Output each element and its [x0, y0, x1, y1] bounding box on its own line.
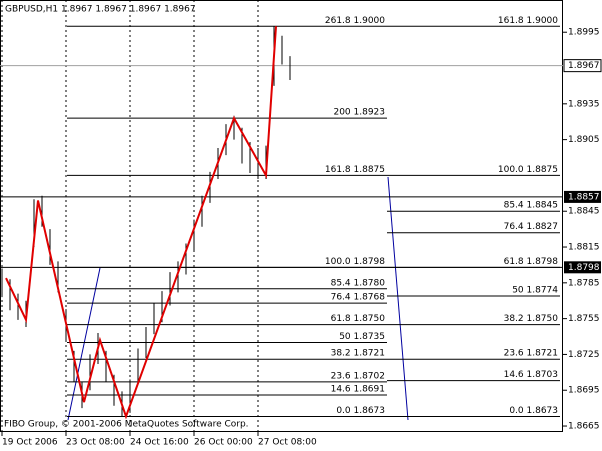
bid-label: 1.8967 [568, 61, 600, 71]
y-tick-label: 1.8665 [568, 422, 600, 432]
y-tick-label: 1.8755 [568, 314, 600, 324]
y-tick-label: 1.8905 [568, 135, 600, 145]
x-tick-label: 24 Oct 16:00 [130, 438, 189, 448]
chart-title: GBPUSD,H1 1.8967 1.8967 1.8967 1.8967 [5, 5, 196, 15]
fib-label: 23.6 1.8721 [504, 349, 558, 359]
fib-label: 14.6 1.8691 [331, 385, 385, 395]
y-tick-label: 1.8815 [568, 243, 600, 253]
x-tick-label: 26 Oct 00:00 [194, 438, 253, 448]
fib-label: 0.0 1.8673 [509, 406, 558, 416]
price-marker [564, 190, 601, 203]
fib-label: 0.0 1.8673 [336, 406, 385, 416]
price-marker-label: 1.8798 [568, 263, 600, 273]
x-tick-label: 19 Oct 2006 [2, 438, 58, 448]
price-marker [564, 261, 601, 274]
y-tick-label: 1.8785 [568, 278, 600, 288]
fib-label: 161.8 1.9000 [498, 16, 558, 26]
y-tick-label: 1.8845 [568, 207, 600, 217]
fib-label: 61.8 1.8750 [331, 314, 386, 324]
fib-label: 85.4 1.8780 [331, 278, 386, 288]
x-tick-label: 27 Oct 08:00 [258, 438, 317, 448]
y-tick-label: 1.8695 [568, 386, 600, 396]
fib-label: 85.4 1.8845 [504, 201, 558, 211]
fib-label: 76.4 1.8768 [331, 293, 386, 303]
fib-label: 100.0 1.8798 [325, 257, 385, 267]
fib-label: 23.6 1.8702 [331, 371, 385, 381]
fib-label: 76.4 1.8827 [504, 222, 558, 232]
fib-label: 38.2 1.8721 [331, 349, 385, 359]
y-tick-label: 1.8995 [568, 28, 600, 38]
fib-label: 200 1.8923 [333, 108, 385, 118]
fib-label: 50 1.8774 [512, 285, 558, 295]
bid-marker [563, 59, 602, 73]
fib-label: 61.8 1.8798 [504, 257, 559, 267]
price-marker-label: 1.8857 [568, 192, 600, 202]
fib-label: 38.2 1.8750 [504, 314, 559, 324]
footnote: FIBO Group, © 2001-2006 MetaQuotes Softw… [4, 420, 249, 430]
zigzag-line [5, 26, 277, 420]
fib-label: 14.6 1.8703 [504, 370, 558, 380]
fib-label: 100.0 1.8875 [498, 165, 558, 175]
y-tick-label: 1.8725 [568, 350, 600, 360]
fib-label: 261.8 1.9000 [325, 16, 385, 26]
fib-label: 161.8 1.8875 [325, 165, 385, 175]
y-tick-label: 1.8935 [568, 99, 600, 109]
x-tick-label: 23 Oct 08:00 [66, 438, 125, 448]
fib-label: 50 1.8735 [339, 332, 385, 342]
trend-line [387, 176, 409, 421]
